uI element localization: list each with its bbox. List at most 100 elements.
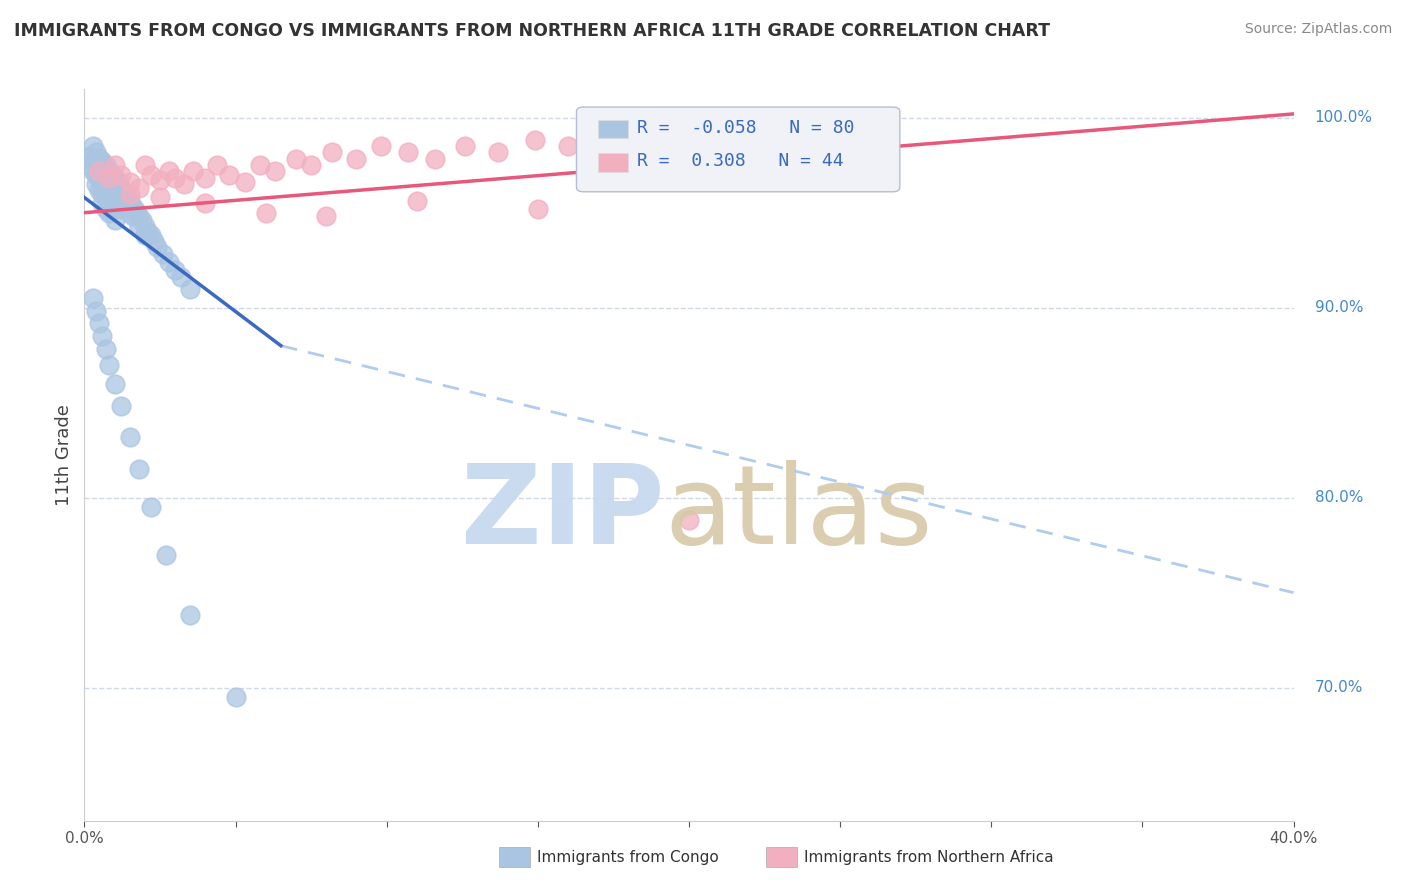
Point bbox=[149, 173, 172, 187]
Y-axis label: 11th Grade: 11th Grade bbox=[55, 404, 73, 506]
Point bbox=[315, 210, 337, 224]
Point bbox=[104, 213, 127, 227]
Point bbox=[128, 462, 150, 476]
Point bbox=[523, 134, 546, 148]
Point bbox=[263, 164, 285, 178]
Point bbox=[82, 139, 104, 153]
Text: ZIP: ZIP bbox=[461, 460, 665, 567]
Text: atlas: atlas bbox=[665, 460, 934, 567]
Point bbox=[233, 175, 256, 189]
Point bbox=[152, 247, 174, 261]
Point bbox=[86, 168, 108, 182]
Point bbox=[82, 153, 104, 167]
Point bbox=[142, 234, 165, 248]
Point bbox=[149, 190, 172, 204]
Point bbox=[155, 548, 177, 562]
Point bbox=[128, 210, 150, 224]
Point bbox=[107, 196, 129, 211]
Point bbox=[321, 145, 343, 159]
Point bbox=[557, 139, 579, 153]
Point bbox=[118, 205, 141, 219]
Point bbox=[454, 139, 477, 153]
Point bbox=[131, 213, 153, 227]
Point bbox=[139, 228, 162, 243]
Point bbox=[97, 164, 120, 178]
Point bbox=[163, 262, 186, 277]
Point bbox=[207, 158, 229, 172]
Point bbox=[128, 219, 150, 233]
Point bbox=[89, 161, 111, 176]
Point bbox=[254, 205, 277, 219]
Point bbox=[82, 164, 104, 178]
Point bbox=[121, 210, 143, 224]
Point bbox=[97, 194, 120, 209]
Point bbox=[100, 188, 122, 202]
Point bbox=[115, 200, 138, 214]
Point bbox=[89, 316, 111, 330]
Point bbox=[100, 179, 122, 194]
Point bbox=[299, 158, 322, 172]
Point bbox=[370, 139, 392, 153]
Point bbox=[112, 185, 135, 199]
Point bbox=[134, 158, 156, 172]
Point bbox=[86, 145, 108, 159]
Point bbox=[173, 177, 195, 191]
Point bbox=[82, 291, 104, 305]
Text: Immigrants from Congo: Immigrants from Congo bbox=[537, 850, 718, 864]
Point bbox=[118, 194, 141, 209]
Point bbox=[488, 145, 510, 159]
Point bbox=[157, 255, 180, 269]
Point bbox=[110, 190, 132, 204]
Point bbox=[97, 185, 120, 199]
Point bbox=[134, 228, 156, 243]
Point bbox=[79, 149, 101, 163]
Point bbox=[91, 186, 114, 201]
Point bbox=[94, 169, 117, 184]
Point bbox=[104, 158, 127, 172]
Point bbox=[91, 196, 114, 211]
Text: R =  0.308   N = 44: R = 0.308 N = 44 bbox=[637, 153, 844, 170]
Point bbox=[107, 185, 129, 199]
Point bbox=[218, 168, 240, 182]
Point bbox=[423, 153, 446, 167]
Point bbox=[91, 175, 114, 189]
Point bbox=[406, 194, 429, 209]
Point bbox=[104, 202, 127, 216]
Point bbox=[100, 200, 122, 214]
Point bbox=[94, 343, 117, 357]
Point bbox=[94, 190, 117, 204]
Point bbox=[194, 171, 217, 186]
Point bbox=[104, 193, 127, 207]
Point bbox=[89, 183, 111, 197]
Point bbox=[104, 181, 127, 195]
Point bbox=[97, 358, 120, 372]
Point bbox=[112, 194, 135, 209]
Point bbox=[284, 153, 308, 167]
Point bbox=[86, 304, 108, 318]
Point bbox=[110, 168, 132, 182]
Text: Immigrants from Northern Africa: Immigrants from Northern Africa bbox=[804, 850, 1054, 864]
Point bbox=[110, 202, 132, 216]
Point bbox=[139, 168, 162, 182]
Point bbox=[110, 400, 132, 414]
Point bbox=[89, 164, 111, 178]
Point bbox=[91, 154, 114, 169]
Point bbox=[94, 158, 117, 172]
Point bbox=[121, 200, 143, 214]
Point bbox=[104, 376, 127, 391]
Point bbox=[89, 171, 111, 186]
Text: R =  -0.058   N = 80: R = -0.058 N = 80 bbox=[637, 119, 855, 136]
Point bbox=[170, 270, 193, 285]
Point bbox=[100, 168, 122, 182]
Text: 80.0%: 80.0% bbox=[1315, 491, 1362, 505]
Point bbox=[672, 126, 695, 140]
Point bbox=[97, 171, 120, 186]
Point bbox=[814, 126, 837, 140]
Point bbox=[94, 179, 117, 194]
Point bbox=[107, 175, 129, 189]
Point bbox=[593, 129, 616, 144]
Point bbox=[118, 186, 141, 201]
Point bbox=[97, 205, 120, 219]
Point bbox=[125, 203, 148, 218]
Point bbox=[110, 181, 132, 195]
